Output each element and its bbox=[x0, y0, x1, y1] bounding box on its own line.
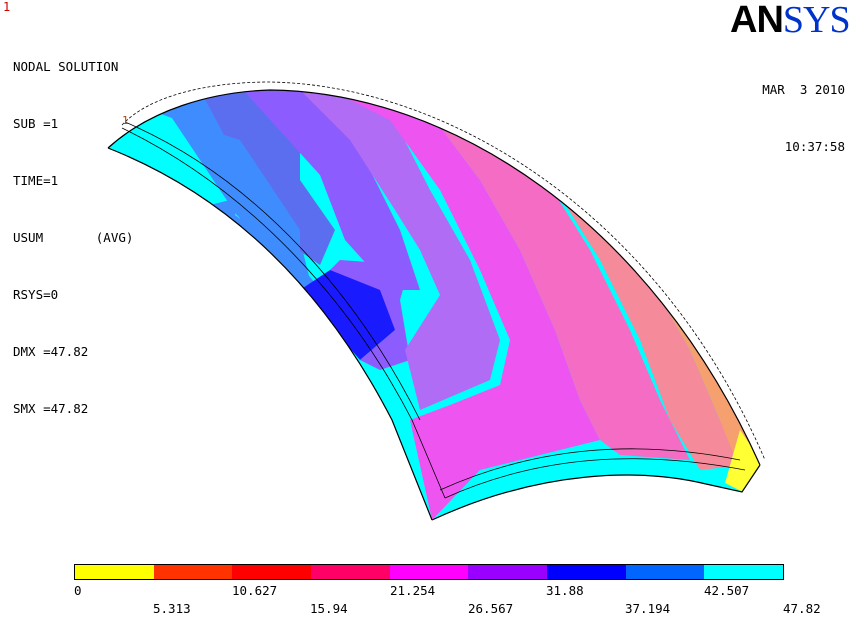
legend-swatch bbox=[153, 565, 233, 579]
info-line-rsys: RSYS=0 bbox=[13, 287, 59, 302]
info-line-time: TIME=1 bbox=[13, 173, 59, 188]
legend-label-top: 21.254 bbox=[390, 583, 436, 598]
contour-bands bbox=[108, 90, 760, 520]
legend-swatch bbox=[232, 565, 312, 579]
band-orange bbox=[530, 135, 760, 470]
legend-label-top: 0 bbox=[74, 583, 82, 598]
logo-part-an: AN bbox=[730, 0, 784, 41]
timestamp-block: MAR 3 2010 10:37:58 bbox=[762, 42, 845, 175]
contour-legend-bar bbox=[74, 564, 784, 580]
legend-swatch bbox=[75, 565, 154, 579]
legend-label-bottom: 47.82 bbox=[783, 601, 821, 616]
deformed-outline bbox=[121, 81, 766, 461]
legend-label-bottom: 15.94 bbox=[310, 601, 348, 616]
legend-label-bottom: 26.567 bbox=[468, 601, 514, 616]
info-line-usum: USUM (AVG) bbox=[13, 230, 134, 245]
legend-swatch bbox=[468, 565, 548, 579]
legend-label-bottom: 5.313 bbox=[153, 601, 191, 616]
info-line-smx: SMX =47.82 bbox=[13, 401, 89, 416]
band-cyan-edge bbox=[108, 110, 230, 205]
solution-info-block: NODAL SOLUTION SUB =1 TIME=1 USUM (AVG) … bbox=[13, 19, 133, 437]
band-violet-upper bbox=[245, 90, 420, 290]
time-label: 10:37:58 bbox=[784, 139, 845, 154]
model-edges bbox=[107, 89, 761, 521]
info-line-dmx: DMX =47.82 bbox=[13, 344, 89, 359]
legend-swatch bbox=[389, 565, 469, 579]
info-line-sub: SUB =1 bbox=[13, 116, 59, 131]
contour-model-view[interactable]: 1 bbox=[0, 0, 861, 560]
legend-label-top: 10.627 bbox=[232, 583, 278, 598]
band-mid-blue bbox=[200, 90, 335, 265]
band-salmon bbox=[470, 105, 745, 470]
band-magenta bbox=[330, 90, 600, 520]
legend-label-top: 31.88 bbox=[546, 583, 584, 598]
logo-part-sys: SYS bbox=[782, 0, 851, 41]
band-purple bbox=[300, 90, 500, 410]
date-label: MAR 3 2010 bbox=[762, 82, 845, 97]
legend-label-top: 42.507 bbox=[704, 583, 750, 598]
ansys-logo: ANSYS bbox=[730, 0, 851, 41]
legend-label-bottom: 37.194 bbox=[625, 601, 671, 616]
node-marker: 1 bbox=[122, 114, 129, 127]
legend-swatch bbox=[311, 565, 390, 579]
solution-title: NODAL SOLUTION bbox=[13, 59, 119, 74]
band-pink bbox=[420, 100, 690, 460]
window-number: 1 bbox=[3, 0, 11, 14]
legend-swatch bbox=[625, 565, 705, 579]
legend-swatch bbox=[704, 565, 784, 579]
legend-swatch bbox=[547, 565, 626, 579]
